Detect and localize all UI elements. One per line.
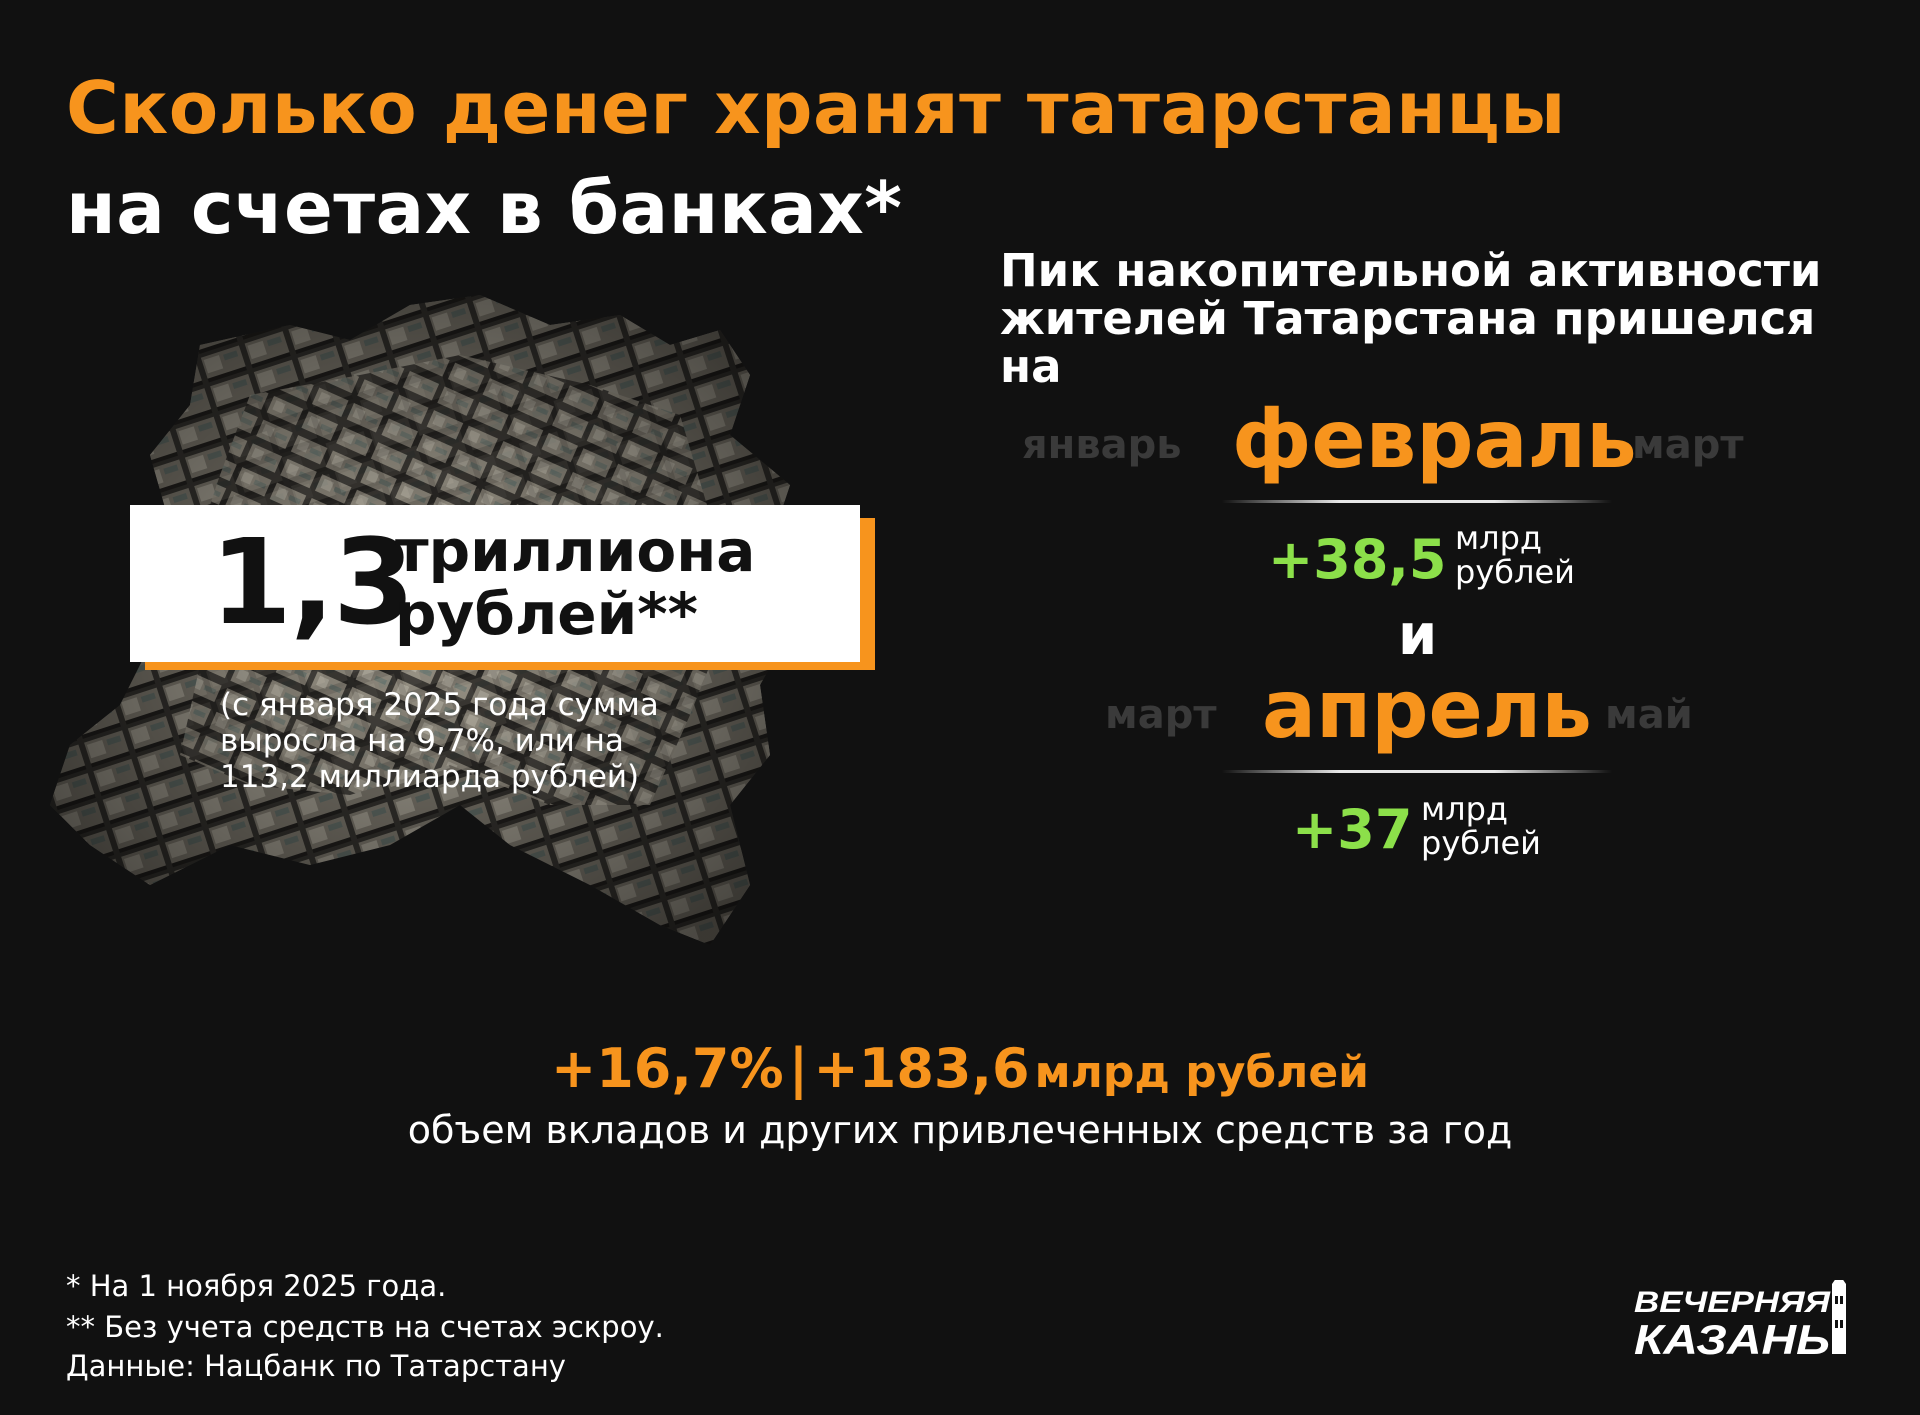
total-note-line-3: 113,2 миллиарда рублей) — [220, 759, 640, 795]
total-card — [130, 505, 860, 662]
yearly-caption: объем вкладов и других привлеченных сред… — [407, 1108, 1513, 1152]
total-note-line-1: (с января 2025 года сумма — [220, 687, 659, 723]
yearly-stat: +16,7% | +183,6 млрд рублей — [0, 1042, 1920, 1096]
footnote-2: ** Без учета средств на счетах эскроу. — [66, 1310, 664, 1344]
month-main-february: февраль — [1232, 393, 1637, 486]
vechernyaya-kazan-logo: ВЕЧЕРНЯЯ КАЗАНЬ — [1634, 1280, 1846, 1360]
february-value: +38,5 — [1268, 528, 1447, 591]
footnote-source: Данные: Нацбанк по Татарстану — [66, 1349, 566, 1383]
month-next-may: май — [1605, 692, 1693, 738]
divider-1 — [1222, 500, 1612, 503]
month-main-april: апрель — [1262, 663, 1592, 756]
peak-heading-line-2: жителей Татарстана пришелся — [1000, 292, 1816, 345]
month-prev-january: январь — [1022, 422, 1182, 468]
yearly-separator: | — [788, 1037, 809, 1100]
divider-2 — [1222, 770, 1612, 773]
total-note-line-2: выросла на 9,7%, или на — [220, 723, 624, 759]
april-unit-line-2: рублей — [1421, 824, 1541, 862]
total-unit-line-1: триллиона — [395, 517, 756, 585]
total-unit-line-2: рублей** — [395, 580, 698, 648]
yearly-unit: млрд рублей — [1034, 1047, 1369, 1098]
footnote-1: * На 1 ноября 2025 года. — [66, 1269, 447, 1303]
money-map-illustration — [50, 295, 800, 945]
total-value: 1,3 — [210, 513, 415, 651]
february-unit-line-1: млрд — [1455, 519, 1543, 557]
february-unit-line-2: рублей — [1455, 553, 1575, 591]
month-next-march: март — [1632, 422, 1744, 468]
title-line-1: Сколько денег хранят татарстанцы — [66, 66, 1566, 150]
month-prev-march: март — [1105, 692, 1217, 738]
logo-line-2: КАЗАНЬ — [1634, 1316, 1830, 1360]
yearly-percent: +16,7% — [550, 1037, 784, 1100]
kremlin-tower-icon — [1832, 1280, 1846, 1354]
yearly-amount: +183,6 — [813, 1037, 1030, 1100]
peak-heading-line-1: Пик накопительной активности — [1000, 244, 1822, 297]
connector-and: и — [1398, 603, 1438, 668]
logo-line-1: ВЕЧЕРНЯЯ — [1634, 1286, 1831, 1319]
april-unit-line-1: млрд — [1421, 790, 1509, 828]
title-line-2: на счетах в банках* — [66, 166, 903, 250]
april-value: +37 — [1292, 798, 1413, 861]
peak-heading-line-3: на — [1000, 340, 1062, 393]
